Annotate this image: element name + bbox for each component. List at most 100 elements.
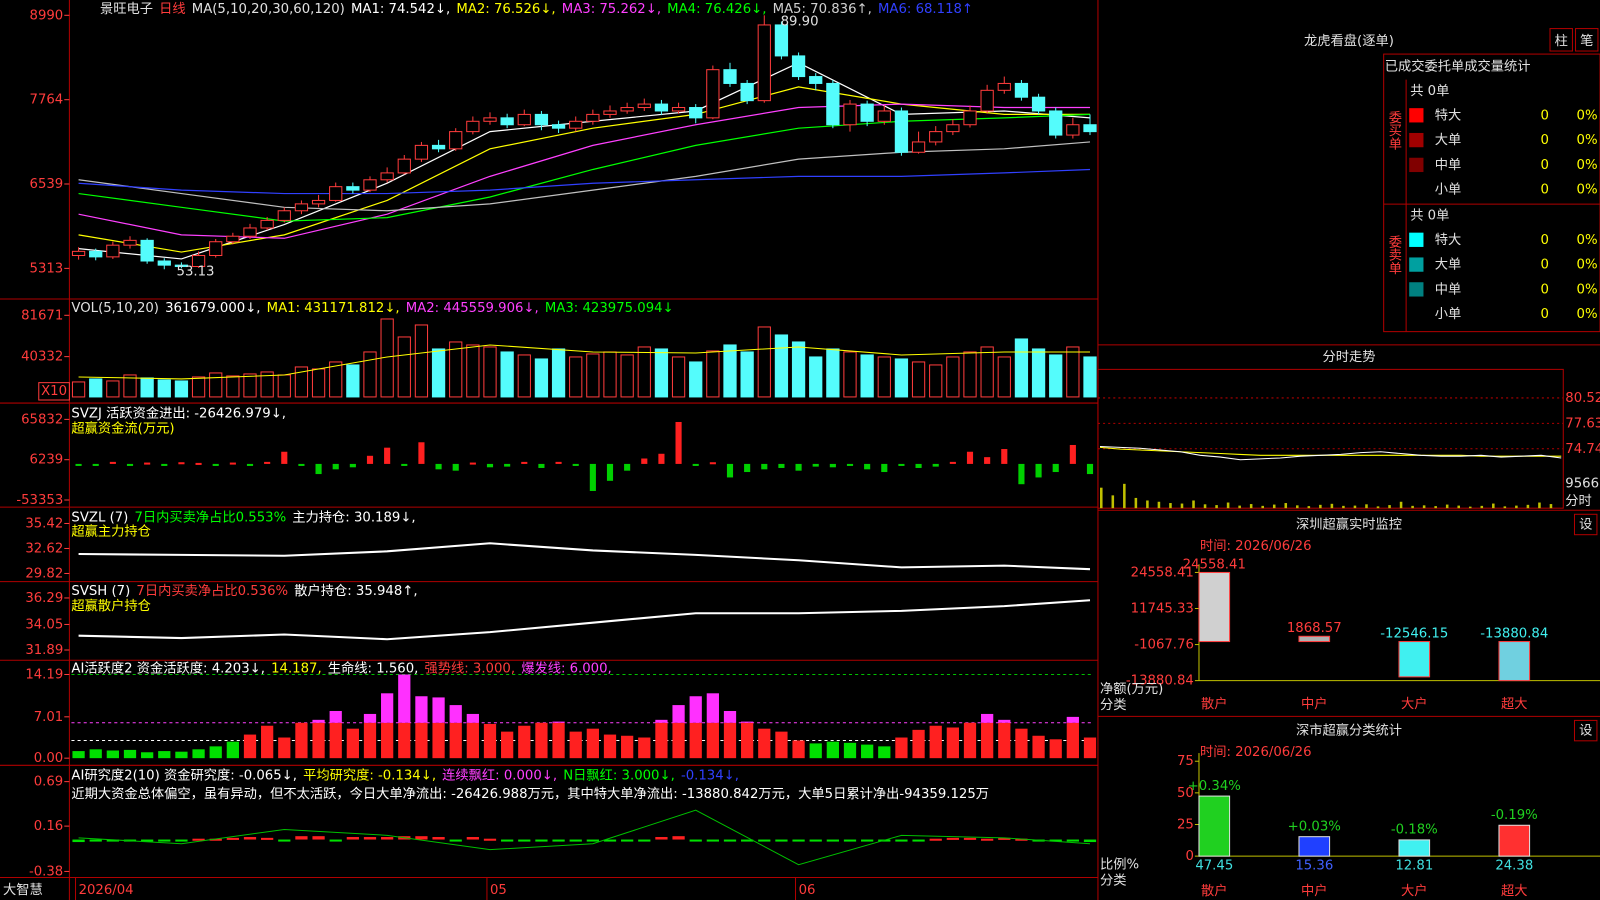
timeshare-volume [1134, 497, 1138, 509]
activity-bar [398, 722, 411, 759]
research-bar [638, 839, 651, 842]
volume-bar [466, 344, 480, 398]
volume-bar [637, 346, 651, 398]
legend-item: AI研究度2(10) 资金研究度: -0.065↓, [71, 768, 297, 784]
activity-bar [638, 737, 651, 759]
research-bar [432, 837, 445, 840]
y-tick-label: 0.16 [34, 819, 64, 834]
button[interactable]: 笔 [1580, 33, 1593, 49]
value-label: 1868.57 [1287, 621, 1342, 636]
flow-bar [641, 458, 648, 464]
research-bar [158, 839, 171, 842]
row-count: 0 [1541, 233, 1549, 248]
candle-body [260, 219, 274, 229]
research-bar [106, 839, 119, 842]
timeshare-volume [1411, 505, 1414, 509]
button-frame[interactable] [1575, 28, 1599, 52]
button[interactable]: 设 [1579, 723, 1592, 739]
candle-body [466, 120, 480, 133]
research-bar [1066, 839, 1079, 842]
brand: 大智慧 [3, 882, 43, 898]
color-swatch [1409, 282, 1424, 297]
activity-bar [226, 741, 239, 759]
flow-bar [864, 463, 871, 470]
flow-bar [349, 463, 356, 468]
volume-bar [791, 341, 806, 398]
button-frame[interactable] [1549, 28, 1573, 52]
y-tick-label: 6239 [30, 453, 64, 468]
color-swatch [1409, 108, 1424, 123]
activity-bar-top [552, 721, 565, 723]
candle-body [963, 110, 977, 126]
change-label: +0.03% [1288, 819, 1341, 834]
timeshare-volume [1492, 503, 1495, 509]
research-bar [843, 839, 857, 842]
button[interactable]: 设 [1579, 516, 1592, 532]
volume-bar [140, 377, 154, 398]
timeshare-volume [1226, 502, 1230, 509]
volume-bar [500, 351, 514, 398]
research-bar [72, 839, 85, 843]
volume-bar [106, 380, 120, 398]
candle-body [706, 69, 720, 119]
flow-bar [829, 463, 836, 468]
timeshare-volume [1111, 495, 1115, 509]
y-tick-label: 31.89 [25, 643, 63, 658]
y-tick-label: 25 [1177, 817, 1194, 832]
legend-item: MA3: 75.262↓, [562, 2, 661, 17]
price-line [1099, 445, 1562, 461]
flow-bar [332, 463, 339, 470]
activity-bar-top [706, 693, 719, 723]
color-swatch [1409, 132, 1424, 148]
flow-bar [75, 463, 82, 466]
volume-bar [311, 368, 326, 398]
research-bar [141, 839, 154, 842]
activity-bar [329, 722, 342, 759]
candle-body [209, 241, 223, 257]
panel-title: 分时走势 [1322, 349, 1375, 365]
timeshare-volume [1180, 503, 1184, 509]
timeshare-volume [1215, 505, 1218, 509]
volume-bar [603, 351, 617, 398]
flow-bar [949, 461, 956, 464]
row-label: 小单 [1435, 182, 1462, 198]
volume-bar [277, 374, 291, 398]
candle-body [483, 117, 497, 122]
y-tick-label: 34.05 [25, 617, 63, 632]
button[interactable]: 柱 [1555, 33, 1568, 49]
side-label: 委卖单 [1386, 234, 1402, 275]
legend-item: MA5: 70.836↑, [773, 2, 872, 17]
research-bar [329, 839, 342, 842]
activity-bar [295, 722, 308, 759]
research-bar [758, 839, 771, 842]
volume-bar [414, 324, 429, 398]
volume-bar [226, 375, 240, 398]
activity-bar [141, 752, 154, 759]
row-count: 0 [1541, 307, 1549, 322]
candle-body [191, 254, 206, 268]
panel-subtitle: 超赢主力持仓 [71, 523, 151, 540]
research-bar [998, 837, 1011, 840]
flow-bar [469, 462, 476, 465]
flow-bar [1086, 463, 1094, 475]
volume-bar [894, 358, 909, 398]
table-header: 已成交委托单成交量统计 [1385, 57, 1531, 74]
activity-bar [449, 722, 462, 759]
ma-line [78, 86, 1090, 253]
timeshare-volume [1342, 505, 1345, 509]
activity-bar [192, 749, 205, 759]
legend-item: 散户持仓: 35.948↑, [294, 582, 417, 599]
flow-bar [401, 463, 408, 466]
button-frame[interactable] [1573, 719, 1598, 742]
button-frame[interactable] [1573, 513, 1598, 536]
candle-body [517, 113, 531, 126]
volume-bar [1014, 338, 1029, 398]
flow-bar [315, 463, 322, 475]
flow-bar [384, 447, 391, 464]
volume-bar [1031, 348, 1046, 398]
volume-bar [431, 348, 446, 398]
research-bar [261, 837, 274, 840]
flow-bar [624, 463, 631, 471]
timeshare-volume [1376, 506, 1380, 509]
total-label: 共 0单 [1410, 207, 1449, 223]
